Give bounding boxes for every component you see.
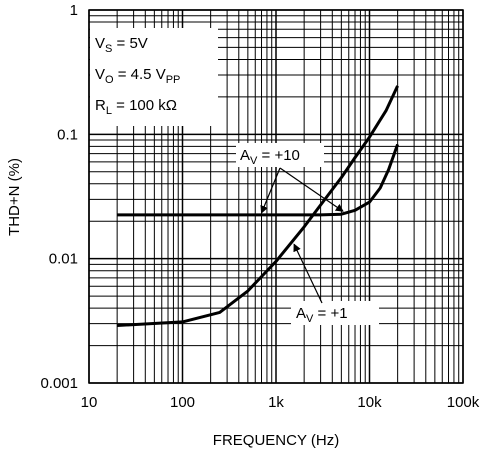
conditions-box [90,28,218,126]
x-tick-label: 10k [357,394,382,411]
label-box-av1 [291,301,379,325]
y-axis-title: THD+N (%) [6,158,23,236]
x-tick-label: 1k [268,394,284,411]
condition-label: VS = 5V [95,35,148,55]
leader-line-av1 [293,243,323,304]
y-tick-label: 0.001 [40,375,78,392]
leader-line-av10 [260,167,281,214]
condition-label: RL = 100 kΩ [95,97,177,117]
series-line-av1 [117,85,399,327]
plot-frame [88,9,464,384]
x-tick-label: 100 [170,394,195,411]
annotations: VS = 5V VO = 4.5 VPP RL = 100 kΩ AV = +10 AV… [90,28,379,325]
condition-label: VO = 4.5 VPP [95,66,180,86]
x-tick-label: 100k [447,394,480,411]
tick-labels: 10 100 1k 10k 100k 0.001 0.01 0.1 1 [40,2,479,411]
y-tick-label: 0.1 [57,126,78,143]
y-tick-label: 1 [70,2,78,19]
series-label-av10: AV = +10 [240,147,300,167]
x-axis-title: FREQUENCY (Hz) [213,432,339,449]
y-tick-label: 0.01 [49,251,78,268]
label-box-av10 [236,143,324,167]
leader-line-av10 [279,167,344,212]
x-tick-label: 10 [81,394,98,411]
series-label-av1: AV = +1 [296,305,348,325]
series-line-av10 [117,143,400,217]
series-lines [117,85,400,327]
